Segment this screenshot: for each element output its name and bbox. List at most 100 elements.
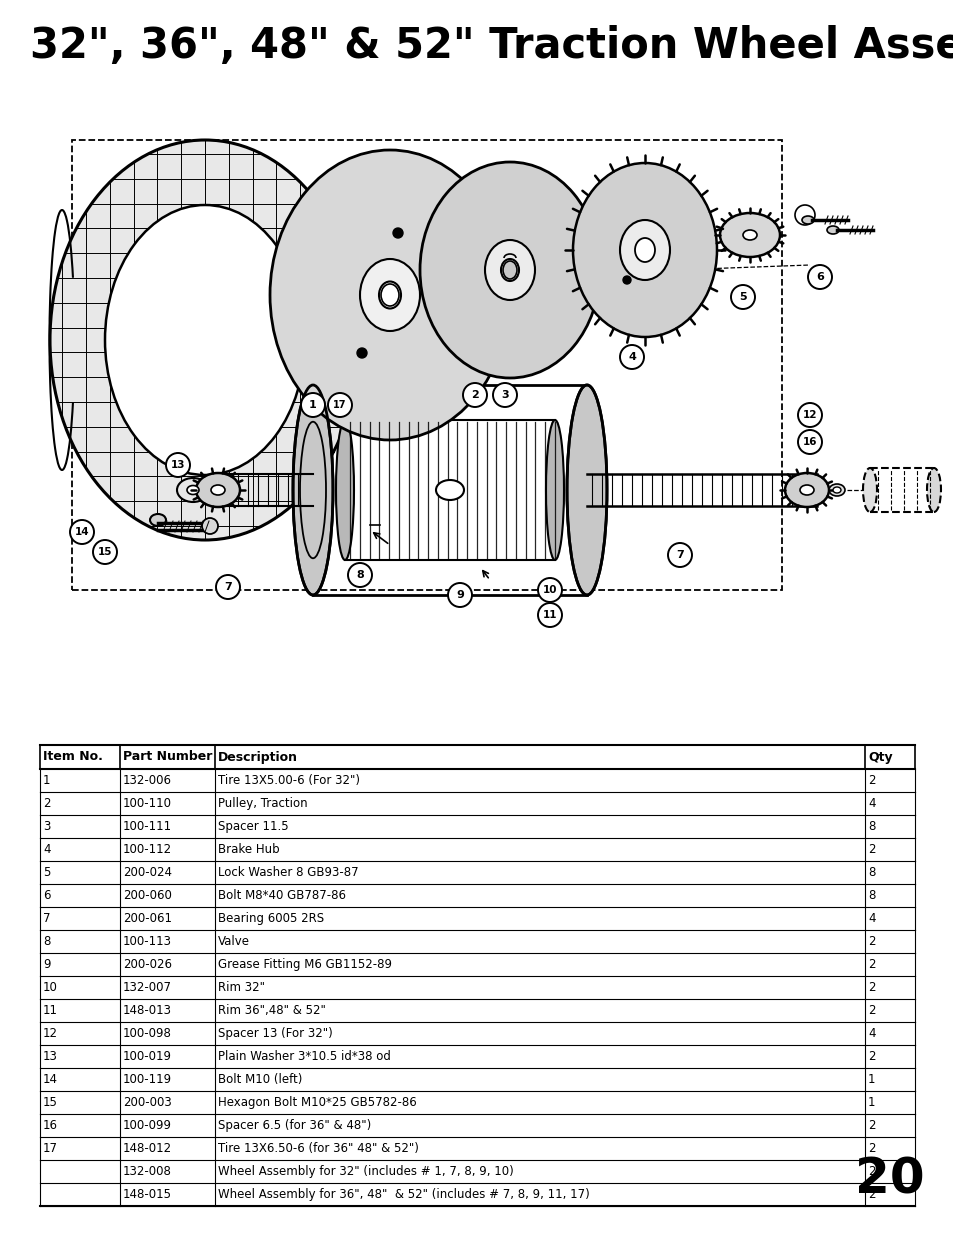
- Text: 2: 2: [867, 1050, 875, 1063]
- Text: Description: Description: [218, 751, 297, 763]
- Text: Part Number: Part Number: [123, 751, 213, 763]
- Text: 17: 17: [333, 400, 346, 410]
- Text: 132-006: 132-006: [123, 774, 172, 787]
- Ellipse shape: [573, 163, 717, 337]
- Circle shape: [619, 345, 643, 369]
- Ellipse shape: [828, 484, 844, 496]
- Ellipse shape: [419, 162, 599, 378]
- Text: Spacer 6.5 (for 36" & 48"): Spacer 6.5 (for 36" & 48"): [218, 1119, 371, 1132]
- Text: 9: 9: [456, 590, 463, 600]
- Circle shape: [622, 275, 630, 284]
- Bar: [71, 140, 781, 590]
- Text: 20: 20: [854, 1156, 923, 1204]
- Text: Bearing 6005 2RS: Bearing 6005 2RS: [218, 911, 324, 925]
- Ellipse shape: [195, 473, 240, 508]
- Circle shape: [301, 393, 325, 417]
- Text: 2: 2: [867, 1004, 875, 1016]
- Text: 2: 2: [43, 797, 51, 810]
- Circle shape: [448, 583, 472, 606]
- Text: 100-111: 100-111: [123, 820, 172, 832]
- Text: Rim 32": Rim 32": [218, 981, 265, 994]
- Text: 2: 2: [867, 1188, 875, 1200]
- Text: 100-019: 100-019: [123, 1050, 172, 1063]
- Ellipse shape: [105, 205, 305, 475]
- Text: 2: 2: [867, 958, 875, 971]
- Ellipse shape: [784, 473, 828, 508]
- Text: 200-061: 200-061: [123, 911, 172, 925]
- Text: 4: 4: [867, 1028, 875, 1040]
- Text: Bolt M10 (left): Bolt M10 (left): [218, 1073, 302, 1086]
- Ellipse shape: [500, 259, 518, 282]
- Text: 132-008: 132-008: [123, 1165, 172, 1178]
- Text: 15: 15: [97, 547, 112, 557]
- Text: 100-098: 100-098: [123, 1028, 172, 1040]
- Circle shape: [215, 576, 240, 599]
- Text: 16: 16: [43, 1119, 58, 1132]
- Text: 2: 2: [867, 981, 875, 994]
- Circle shape: [348, 563, 372, 587]
- Text: 1: 1: [867, 1095, 875, 1109]
- Text: 13: 13: [171, 459, 185, 471]
- Ellipse shape: [50, 140, 359, 540]
- Ellipse shape: [187, 485, 199, 494]
- Text: 8: 8: [355, 571, 363, 580]
- Circle shape: [92, 540, 117, 564]
- Text: 12: 12: [43, 1028, 58, 1040]
- Circle shape: [493, 383, 517, 408]
- Text: 8: 8: [867, 820, 875, 832]
- Text: 100-113: 100-113: [123, 935, 172, 948]
- Text: Tire 13X5.00-6 (For 32"): Tire 13X5.00-6 (For 32"): [218, 774, 359, 787]
- Ellipse shape: [742, 230, 757, 240]
- Text: 2: 2: [867, 935, 875, 948]
- Circle shape: [794, 205, 814, 225]
- Circle shape: [393, 228, 402, 238]
- Text: Bolt M8*40 GB787-86: Bolt M8*40 GB787-86: [218, 889, 346, 902]
- Text: Spacer 11.5: Spacer 11.5: [218, 820, 289, 832]
- Ellipse shape: [177, 478, 209, 501]
- Ellipse shape: [380, 284, 398, 306]
- Circle shape: [537, 578, 561, 601]
- Text: 13: 13: [43, 1050, 58, 1063]
- Ellipse shape: [832, 487, 841, 493]
- Ellipse shape: [566, 385, 606, 595]
- Text: 7: 7: [43, 911, 51, 925]
- Text: Plain Washer 3*10.5 id*38 od: Plain Washer 3*10.5 id*38 od: [218, 1050, 391, 1063]
- Text: 2: 2: [867, 1165, 875, 1178]
- Text: 7: 7: [224, 582, 232, 592]
- Text: 132-007: 132-007: [123, 981, 172, 994]
- Text: 100-099: 100-099: [123, 1119, 172, 1132]
- Text: 2: 2: [867, 1119, 875, 1132]
- Ellipse shape: [436, 480, 463, 500]
- Text: 14: 14: [43, 1073, 58, 1086]
- Text: 12: 12: [801, 410, 817, 420]
- Text: 11: 11: [542, 610, 557, 620]
- Circle shape: [797, 430, 821, 454]
- Text: Item No.: Item No.: [43, 751, 103, 763]
- Text: 16: 16: [801, 437, 817, 447]
- Text: 148-013: 148-013: [123, 1004, 172, 1016]
- Text: 5: 5: [739, 291, 746, 303]
- Text: 17: 17: [43, 1142, 58, 1155]
- Text: 8: 8: [867, 866, 875, 879]
- Ellipse shape: [800, 485, 813, 495]
- Text: 200-003: 200-003: [123, 1095, 172, 1109]
- Circle shape: [807, 266, 831, 289]
- Text: 15: 15: [43, 1095, 58, 1109]
- Ellipse shape: [270, 149, 510, 440]
- Text: 100-119: 100-119: [123, 1073, 172, 1086]
- Text: Brake Hub: Brake Hub: [218, 844, 279, 856]
- Text: 2: 2: [471, 390, 478, 400]
- Text: 14: 14: [74, 527, 90, 537]
- Ellipse shape: [801, 216, 813, 224]
- Text: 148-012: 148-012: [123, 1142, 172, 1155]
- Text: 4: 4: [867, 797, 875, 810]
- Circle shape: [202, 517, 218, 534]
- Text: 200-060: 200-060: [123, 889, 172, 902]
- Text: 10: 10: [542, 585, 557, 595]
- Text: 2: 2: [867, 774, 875, 787]
- Text: 1: 1: [43, 774, 51, 787]
- Text: 11: 11: [43, 1004, 58, 1016]
- Text: 3: 3: [43, 820, 51, 832]
- Text: 6: 6: [815, 272, 823, 282]
- Ellipse shape: [502, 261, 517, 279]
